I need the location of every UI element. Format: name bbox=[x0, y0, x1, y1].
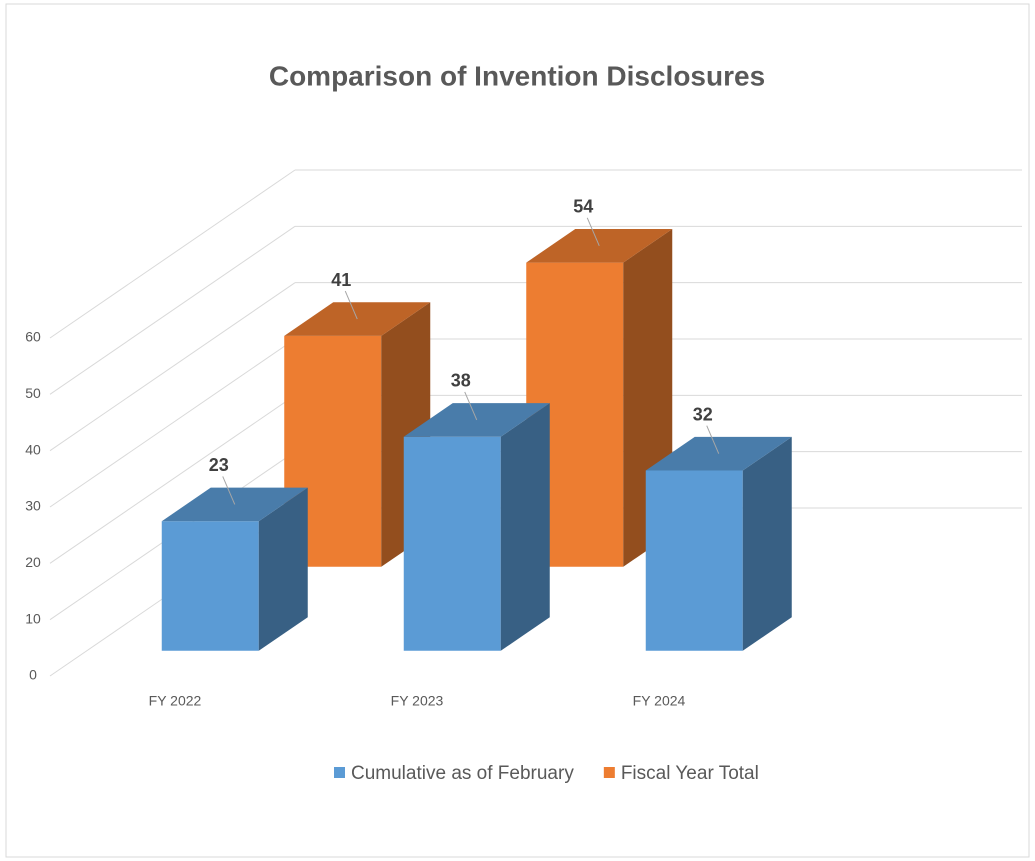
data-label: 54 bbox=[573, 197, 593, 217]
leader-line bbox=[222, 476, 236, 505]
y-tick-label: 40 bbox=[25, 441, 41, 457]
bar-front bbox=[526, 262, 624, 567]
leader-line bbox=[464, 391, 478, 421]
bar-side bbox=[742, 436, 792, 651]
bar bbox=[645, 436, 792, 651]
grid-line bbox=[49, 169, 296, 339]
x-tick-label: FY 2023 bbox=[391, 693, 444, 709]
legend-swatch bbox=[334, 767, 345, 778]
bar-front bbox=[284, 335, 382, 567]
grid-line bbox=[49, 225, 296, 395]
grid-line bbox=[49, 282, 296, 452]
legend-label: Cumulative as of February bbox=[351, 763, 574, 784]
data-label: 41 bbox=[331, 270, 351, 290]
y-tick-label: 20 bbox=[25, 554, 41, 570]
grid-line bbox=[49, 338, 296, 508]
data-label: 23 bbox=[209, 455, 229, 475]
y-tick-label: 0 bbox=[29, 667, 37, 683]
data-label: 38 bbox=[451, 371, 471, 391]
y-tick-label: 50 bbox=[25, 385, 41, 401]
leader-line bbox=[344, 290, 358, 320]
leader-line bbox=[586, 217, 600, 246]
x-tick-label: FY 2024 bbox=[633, 693, 686, 709]
x-tick-label: FY 2022 bbox=[149, 693, 202, 709]
y-tick-label: 30 bbox=[25, 498, 41, 514]
leader-line bbox=[706, 425, 720, 454]
bar-front bbox=[403, 436, 501, 651]
legend-swatch bbox=[603, 767, 615, 778]
bar bbox=[161, 487, 308, 651]
y-tick-label: 60 bbox=[25, 329, 41, 345]
bar-side bbox=[258, 487, 308, 651]
bar-front bbox=[161, 521, 259, 651]
bar-top bbox=[161, 487, 308, 522]
bar bbox=[403, 403, 550, 651]
bar-front bbox=[645, 470, 743, 651]
chart-title: Comparison of Invention Disclosures bbox=[269, 60, 765, 91]
legend-label: Fiscal Year Total bbox=[621, 763, 759, 784]
data-label: 32 bbox=[693, 404, 713, 424]
bar-side bbox=[500, 403, 550, 651]
bar-top bbox=[403, 403, 550, 437]
y-tick-label: 10 bbox=[25, 610, 41, 626]
grid-line bbox=[49, 394, 296, 564]
